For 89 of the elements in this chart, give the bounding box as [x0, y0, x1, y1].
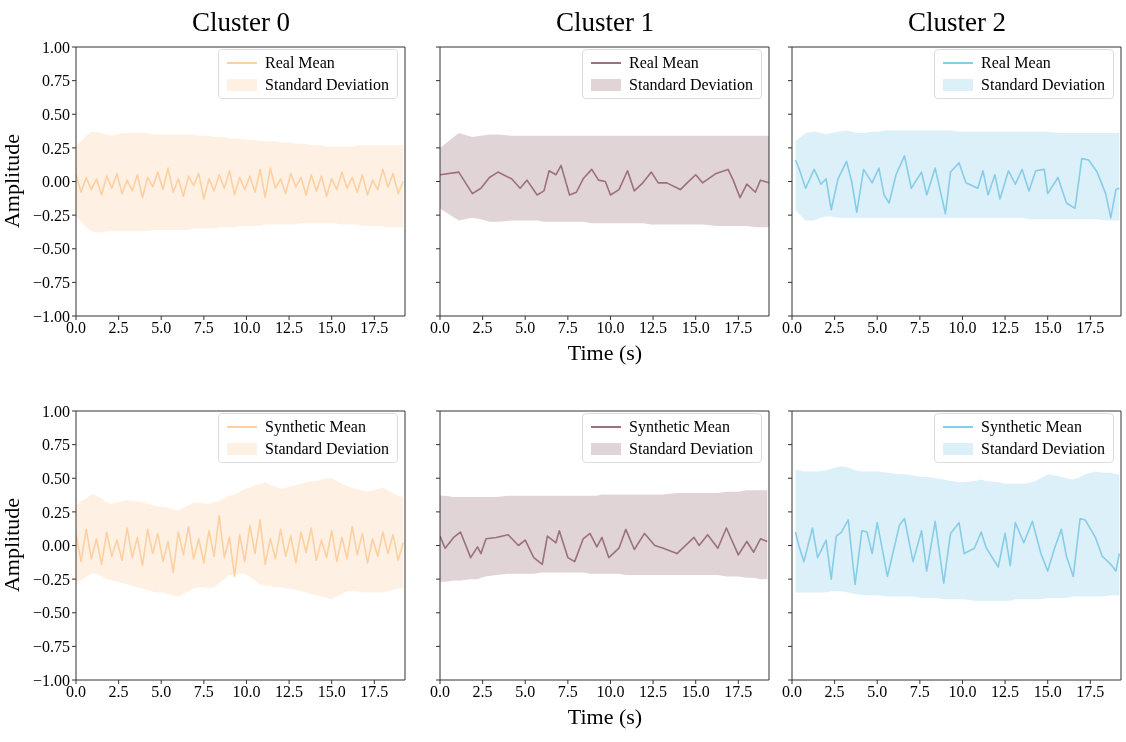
y-tick-label: 0.25 [42, 139, 70, 157]
legend-label: Synthetic Mean [265, 417, 366, 438]
x-tick-label: 7.5 [909, 319, 930, 337]
x-tick-label: 7.5 [909, 683, 930, 701]
x-tick-label: 2.5 [824, 683, 845, 701]
x-tick-label: 7.5 [193, 683, 214, 701]
line-series [76, 515, 405, 578]
x-tick-label: 10.0 [948, 319, 977, 337]
x-tick-label: 2.5 [108, 683, 129, 701]
x-tick-label: 0.0 [430, 319, 450, 337]
x-tick-label: 0.0 [782, 683, 802, 701]
legend-label: Real Mean [981, 53, 1051, 73]
x-tick-label: 15.0 [1033, 319, 1062, 337]
x-tick-label: 7.5 [557, 683, 578, 701]
chart-title: Cluster 1 [554, 6, 656, 38]
x-tick-label: 15.0 [681, 319, 710, 337]
x-tick-label: 17.5 [724, 683, 753, 701]
x-tick-label: 7.5 [557, 319, 578, 337]
y-tick-label: 0.50 [42, 105, 70, 123]
x-tick-label: 10.0 [232, 319, 261, 337]
x-tick-label: 10.0 [596, 683, 625, 701]
x-tick-label: 12.5 [275, 319, 304, 337]
legend: Real Mean Standard Deviation [934, 49, 1114, 99]
x-axis-title: Time (s) [566, 704, 644, 730]
y-tick-label: −0.50 [32, 604, 70, 622]
y-tick-label: −0.50 [32, 240, 70, 258]
x-tick-label: 7.5 [193, 319, 214, 337]
x-tick-label: 12.5 [639, 319, 668, 337]
y-tick-label: 0.00 [42, 173, 70, 191]
legend: Synthetic Mean Standard Deviation [582, 413, 762, 463]
x-tick-label: 5.0 [867, 683, 888, 701]
x-tick-label: 17.5 [724, 319, 753, 337]
y-tick-label: −0.75 [32, 274, 70, 292]
x-tick-label: 12.5 [991, 683, 1020, 701]
annotation: Standard Deviation [629, 439, 753, 459]
legend-label: Synthetic Mean [629, 417, 730, 438]
y-tick-label: 0.25 [42, 503, 70, 521]
x-tick-label: 5.0 [867, 319, 888, 337]
x-tick-label: 0.0 [430, 683, 450, 701]
y-tick-label: 0.75 [42, 72, 70, 90]
x-tick-label: 17.5 [360, 319, 389, 337]
annotation: Standard Deviation [265, 439, 389, 459]
x-tick-label: 12.5 [991, 319, 1020, 337]
x-tick-label: 10.0 [596, 319, 625, 337]
y-axis-title: Amplitude [0, 497, 25, 593]
x-tick-label: 5.0 [151, 683, 172, 701]
annotation: Standard Deviation [981, 75, 1105, 95]
x-tick-label: 5.0 [151, 319, 172, 337]
y-tick-label: 1.00 [42, 402, 70, 420]
y-tick-label: −0.25 [32, 206, 70, 224]
y-tick-label: 0.75 [42, 436, 70, 454]
x-tick-label: 15.0 [681, 683, 710, 701]
chart-title: Cluster 0 [190, 6, 292, 38]
x-tick-label: 17.5 [360, 683, 389, 701]
chart-title: Cluster 2 [906, 6, 1008, 38]
x-tick-label: 15.0 [317, 319, 346, 337]
x-tick-label: 15.0 [317, 683, 346, 701]
y-tick-label: 1.00 [42, 38, 70, 56]
x-tick-label: 2.5 [108, 319, 129, 337]
legend: Synthetic Mean Standard Deviation [218, 413, 398, 463]
x-tick-label: 12.5 [639, 683, 668, 701]
x-tick-label: 17.5 [1076, 319, 1105, 337]
y-tick-label: −0.25 [32, 570, 70, 588]
x-tick-label: 17.5 [1076, 683, 1105, 701]
legend-label: Synthetic Mean [981, 417, 1082, 438]
x-axis-title: Time (s) [566, 340, 644, 366]
line-series [76, 167, 405, 200]
legend: Synthetic Mean Standard Deviation [934, 413, 1114, 463]
annotation: Standard Deviation [981, 439, 1105, 459]
annotation: Standard Deviation [629, 75, 753, 95]
y-tick-label: 0.00 [42, 537, 70, 555]
legend: Real Mean Standard Deviation [582, 49, 762, 99]
legend-label: Real Mean [265, 53, 335, 73]
legend: Real Mean Standard Deviation [218, 49, 398, 99]
x-tick-label: 5.0 [515, 683, 536, 701]
x-tick-label: 2.5 [472, 683, 493, 701]
x-tick-label: 2.5 [824, 319, 845, 337]
x-tick-label: 12.5 [275, 683, 304, 701]
annotation: Standard Deviation [265, 75, 389, 95]
y-tick-label: −0.75 [32, 638, 70, 656]
x-tick-label: 5.0 [515, 319, 536, 337]
x-tick-label: 10.0 [232, 683, 261, 701]
legend-label: Real Mean [629, 53, 699, 73]
y-axis-title: Amplitude [0, 133, 25, 229]
x-tick-label: 2.5 [472, 319, 493, 337]
x-tick-label: 10.0 [948, 683, 977, 701]
y-tick-label: 0.50 [42, 469, 70, 487]
x-tick-label: 15.0 [1033, 683, 1062, 701]
x-tick-label: 0.0 [782, 319, 802, 337]
